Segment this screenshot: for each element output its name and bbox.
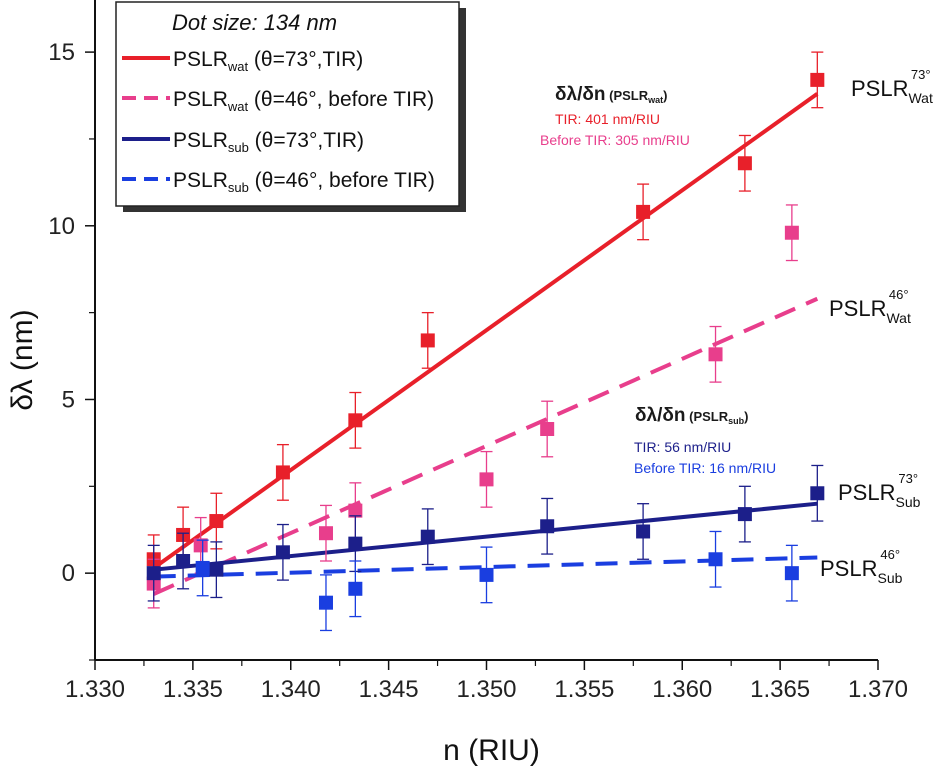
data-point bbox=[737, 507, 752, 522]
data-point bbox=[275, 545, 290, 560]
fit-lines bbox=[152, 92, 819, 596]
x-tick-label: 1.370 bbox=[848, 676, 908, 703]
legend-label-4: PSLRsub (θ=46°, before TIR) bbox=[173, 169, 435, 195]
annotation-sub-head: δλ/δn (PSLRsub) bbox=[635, 405, 748, 426]
data-point bbox=[708, 347, 723, 362]
x-tick-label: 1.345 bbox=[359, 676, 419, 703]
data-point bbox=[784, 566, 799, 581]
series-label-4: PSLRSub46° bbox=[820, 547, 903, 586]
legend-label-3: PSLRsub (θ=73°,TIR) bbox=[173, 129, 364, 155]
data-point bbox=[708, 552, 723, 567]
data-point bbox=[195, 560, 210, 575]
axes: 1.330 1.335 1.340 1.345 1.350 1.355 1.360 1.365… bbox=[6, 0, 908, 767]
data-point bbox=[348, 581, 363, 596]
annotation-sub-before-tir: Before TIR: 16 nm/RIU bbox=[634, 460, 776, 476]
fit-line-series-3 bbox=[153, 501, 818, 572]
y-tick-label: 10 bbox=[48, 213, 75, 240]
y-tick-label: 0 bbox=[62, 560, 75, 587]
data-point bbox=[318, 595, 333, 610]
annotation-wat-head: δλ/δn (PSLRwat) bbox=[555, 84, 667, 105]
data-point bbox=[209, 562, 224, 577]
data-point bbox=[636, 204, 651, 219]
y-axis-title: δλ (nm) bbox=[6, 309, 39, 410]
data-point bbox=[348, 413, 363, 428]
data-point bbox=[209, 514, 224, 529]
data-point bbox=[176, 554, 191, 568]
legend-label-1: PSLRwat (θ=73°,TIR) bbox=[173, 48, 363, 74]
legend-label-2: PSLRwat (θ=46°, before TIR) bbox=[173, 88, 434, 114]
x-axis-title: n (RIU) bbox=[443, 734, 540, 767]
series-2-points bbox=[146, 204, 799, 609]
y-tick-label: 15 bbox=[48, 39, 75, 66]
series-4-points bbox=[195, 530, 799, 632]
legend-title: Dot size: 134 nm bbox=[172, 10, 337, 35]
annotation-wat: δλ/δn (PSLRwat) TIR: 401 nm/RIU Before T… bbox=[540, 84, 690, 148]
x-tick-label: 1.330 bbox=[65, 676, 125, 703]
fit-line-series-4 bbox=[153, 555, 818, 579]
x-tick-label: 1.340 bbox=[261, 676, 321, 703]
annotation-wat-tir: TIR: 401 nm/RIU bbox=[555, 111, 660, 127]
data-point bbox=[784, 225, 799, 240]
data-point bbox=[540, 519, 555, 534]
x-tick-label: 1.360 bbox=[652, 676, 712, 703]
legend-box bbox=[115, 1, 460, 207]
data-point bbox=[348, 536, 363, 551]
x-tick-label: 1.335 bbox=[163, 676, 223, 703]
data-point bbox=[479, 472, 494, 487]
data-point bbox=[146, 566, 161, 581]
series-label-1: PSLRWat73° bbox=[851, 67, 933, 106]
legend: Dot size: 134 nm PSLRwat (θ=73°,TIR) PSLR… bbox=[115, 1, 466, 212]
data-point bbox=[318, 526, 333, 541]
series-3-points bbox=[146, 464, 825, 602]
data-point bbox=[810, 486, 825, 501]
data-point bbox=[420, 529, 435, 544]
data-point bbox=[193, 538, 208, 553]
data-points bbox=[146, 51, 825, 632]
y-tick-label: 5 bbox=[62, 386, 75, 413]
fit-line-series-2 bbox=[152, 296, 819, 596]
data-point bbox=[737, 156, 752, 171]
x-tick-label: 1.365 bbox=[750, 676, 810, 703]
data-point bbox=[810, 72, 825, 87]
data-point bbox=[348, 503, 363, 518]
series-label-3: PSLRSub73° bbox=[838, 471, 921, 510]
series-label-2: PSLRWat46° bbox=[829, 287, 911, 326]
fit-line-series-1 bbox=[152, 92, 819, 570]
data-point bbox=[479, 567, 494, 582]
data-point bbox=[636, 524, 651, 539]
annotation-wat-before-tir: Before TIR: 305 nm/RIU bbox=[540, 132, 690, 148]
series-labels: PSLRWat73° PSLRWat46° PSLRSub73° PSLRSub46° bbox=[820, 67, 933, 586]
x-tick-label: 1.350 bbox=[456, 676, 516, 703]
x-tick-label: 1.355 bbox=[554, 676, 614, 703]
annotation-sub-tir: TIR: 56 nm/RIU bbox=[634, 439, 731, 455]
data-point bbox=[420, 333, 435, 348]
data-point bbox=[275, 465, 290, 480]
data-point bbox=[540, 422, 555, 436]
annotation-sub: δλ/δn (PSLRsub) TIR: 56 nm/RIU Before TI… bbox=[634, 405, 776, 476]
